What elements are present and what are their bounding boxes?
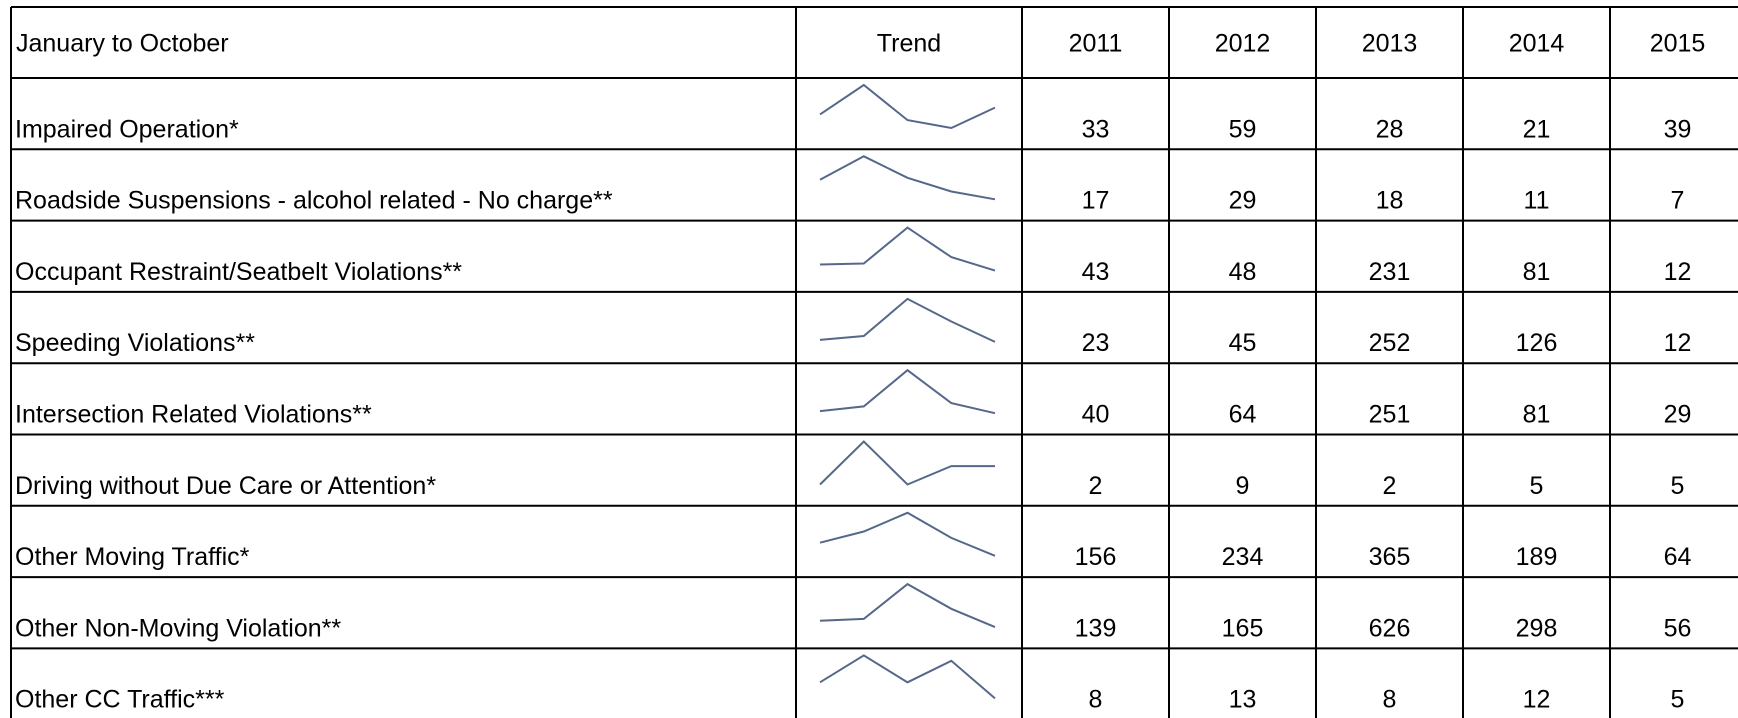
column-header: 2014 (1509, 30, 1565, 58)
sparkline (819, 654, 996, 700)
row-label: Speeding Violations** (15, 329, 255, 357)
cell-value: 9 (1236, 472, 1250, 500)
column-header: 2012 (1215, 30, 1271, 58)
cell-value: 23 (1082, 329, 1110, 357)
cell-value: 39 (1664, 115, 1692, 143)
column-header: 2011 (1069, 30, 1123, 58)
cell-value: 29 (1664, 401, 1692, 429)
cell-value: 298 (1516, 614, 1558, 642)
cell-value: 56 (1664, 614, 1692, 642)
cell-value: 59 (1229, 115, 1257, 143)
cell-value: 18 (1376, 187, 1404, 215)
cell-value: 251 (1369, 401, 1411, 429)
row-label: Impaired Operation* (15, 115, 239, 143)
column-header: 2013 (1362, 30, 1418, 58)
sparkline (819, 511, 996, 557)
cell-value: 139 (1075, 614, 1117, 642)
sparkline (819, 83, 996, 130)
cell-value: 2 (1383, 472, 1397, 500)
sparkline (819, 155, 996, 201)
cell-value: 28 (1376, 115, 1404, 143)
cell-value: 29 (1229, 187, 1257, 215)
column-header: January to October (16, 30, 229, 58)
cell-value: 156 (1075, 543, 1117, 571)
cell-value: 5 (1530, 472, 1544, 500)
cell-value: 12 (1664, 329, 1692, 357)
cell-value: 11 (1524, 187, 1550, 215)
cell-value: 21 (1523, 115, 1551, 143)
cell-value: 43 (1082, 258, 1110, 286)
row-label: Roadside Suspensions - alcohol related -… (15, 187, 613, 215)
sparkline (819, 440, 995, 486)
cell-value: 8 (1383, 686, 1397, 714)
cell-value: 126 (1516, 329, 1558, 357)
row-label: Other Moving Traffic* (15, 543, 250, 571)
cell-value: 33 (1082, 115, 1110, 143)
row-label: Occupant Restraint/Seatbelt Violations** (15, 258, 462, 286)
sparkline (819, 226, 996, 272)
cell-value: 8 (1089, 686, 1103, 714)
cell-value: 231 (1369, 258, 1411, 286)
column-header: 2015 (1650, 30, 1706, 58)
cell-value: 365 (1369, 543, 1411, 571)
cell-value: 45 (1229, 329, 1257, 357)
row-label: Driving without Due Care or Attention* (15, 472, 436, 500)
cell-value: 81 (1523, 258, 1551, 286)
cell-value: 252 (1369, 329, 1411, 357)
cell-value: 40 (1082, 401, 1110, 429)
cell-value: 5 (1671, 686, 1685, 714)
cell-value: 81 (1523, 401, 1551, 429)
row-label: Other CC Traffic*** (15, 686, 225, 714)
cell-value: 165 (1222, 614, 1264, 642)
cell-value: 13 (1229, 686, 1257, 714)
cell-value: 64 (1664, 543, 1692, 571)
cell-value: 189 (1516, 543, 1558, 571)
row-label: Other Non-Moving Violation** (15, 614, 341, 642)
cell-value: 626 (1369, 614, 1411, 642)
cell-value: 7 (1671, 187, 1685, 215)
cell-value: 234 (1222, 543, 1264, 571)
sparkline (819, 582, 996, 629)
cell-value: 12 (1523, 686, 1551, 714)
cell-value: 2 (1089, 472, 1103, 500)
column-header: Trend (877, 30, 941, 58)
cell-value: 64 (1229, 401, 1257, 429)
cell-value: 12 (1664, 258, 1692, 286)
row-label: Intersection Related Violations** (15, 401, 372, 429)
cell-value: 48 (1229, 258, 1257, 286)
sparkline (819, 368, 996, 415)
cell-value: 17 (1082, 187, 1110, 215)
cell-value: 5 (1671, 472, 1685, 500)
sparkline (819, 297, 996, 343)
